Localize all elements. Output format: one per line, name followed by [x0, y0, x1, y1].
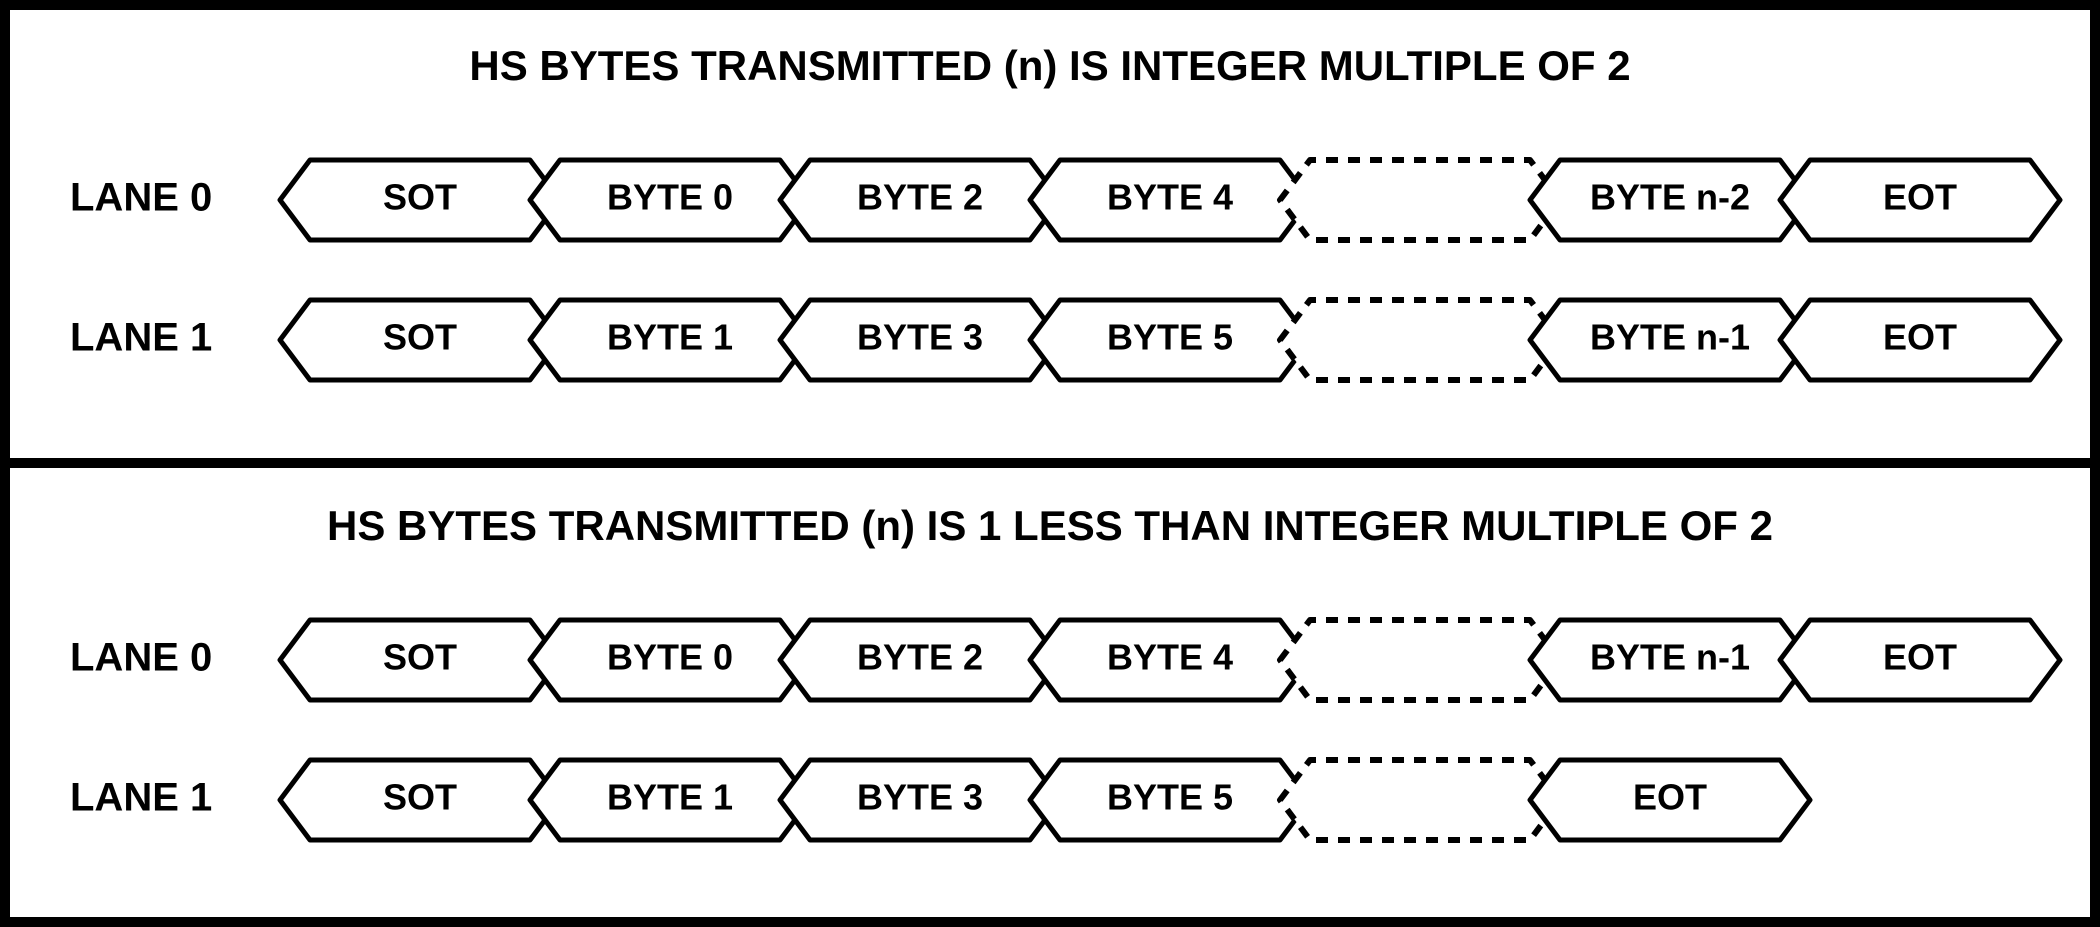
- panel-0-lane-1-cell-5-text: BYTE n-1: [1590, 317, 1750, 358]
- panel-0-lane-0-cell-0-text: SOT: [383, 177, 457, 218]
- panel-0-lane-1-cell-3-text: BYTE 5: [1107, 317, 1233, 358]
- panel-1-lane-0-cell-0-text: SOT: [383, 637, 457, 678]
- panel-1-title: HS BYTES TRANSMITTED (n) IS 1 LESS THAN …: [327, 502, 1773, 549]
- panel-1-lane-1-cell-2-text: BYTE 3: [857, 777, 983, 818]
- panel-1-lane-0-cell-6-text: EOT: [1883, 637, 1957, 678]
- panel-1-lane-1-cell-5-text: EOT: [1633, 777, 1707, 818]
- panel-1-lane-1-cell-3-text: BYTE 5: [1107, 777, 1233, 818]
- panel-1-lane-0-cell-2-text: BYTE 2: [857, 637, 983, 678]
- panel-1-lane-0-cell-4-hex: [1280, 620, 1560, 700]
- panel-0-lane-0-label: LANE 0: [70, 176, 212, 220]
- panel-1-lane-1-cell-4-hex: [1280, 760, 1560, 840]
- panel-1-lane-0-cell-3-text: BYTE 4: [1107, 637, 1233, 678]
- panel-0-lane-1-cell-4-hex: [1280, 300, 1560, 380]
- panel-0-lane-0-cell-3-text: BYTE 4: [1107, 177, 1233, 218]
- panel-0-title: HS BYTES TRANSMITTED (n) IS INTEGER MULT…: [469, 42, 1630, 89]
- panel-0-lane-0-cell-5-text: BYTE n-2: [1590, 177, 1750, 218]
- panel-0-lane-1-label: LANE 1: [70, 316, 212, 360]
- panel-1-lane-0-cell-5-text: BYTE n-1: [1590, 637, 1750, 678]
- panel-1-lane-1-cell-0-text: SOT: [383, 777, 457, 818]
- panel-0-lane-1-cell-2-text: BYTE 3: [857, 317, 983, 358]
- diagram-page: HS BYTES TRANSMITTED (n) IS INTEGER MULT…: [0, 0, 2100, 927]
- panel-1-lane-1-label: LANE 1: [70, 776, 212, 820]
- panel-1-lane-1-cell-1-text: BYTE 1: [607, 777, 733, 818]
- panel-0-lane-0-cell-1-text: BYTE 0: [607, 177, 733, 218]
- panel-0-lane-1-cell-6-text: EOT: [1883, 317, 1957, 358]
- panel-1-lane-0-cell-1-text: BYTE 0: [607, 637, 733, 678]
- panel-0-lane-0-cell-4-hex: [1280, 160, 1560, 240]
- panel-0-lane-1-cell-0-text: SOT: [383, 317, 457, 358]
- diagram-svg: HS BYTES TRANSMITTED (n) IS INTEGER MULT…: [0, 0, 2100, 927]
- panel-0-lane-0-cell-2-text: BYTE 2: [857, 177, 983, 218]
- panel-1-lane-0-label: LANE 0: [70, 636, 212, 680]
- panel-0-lane-1-cell-1-text: BYTE 1: [607, 317, 733, 358]
- panel-0-lane-0-cell-6-text: EOT: [1883, 177, 1957, 218]
